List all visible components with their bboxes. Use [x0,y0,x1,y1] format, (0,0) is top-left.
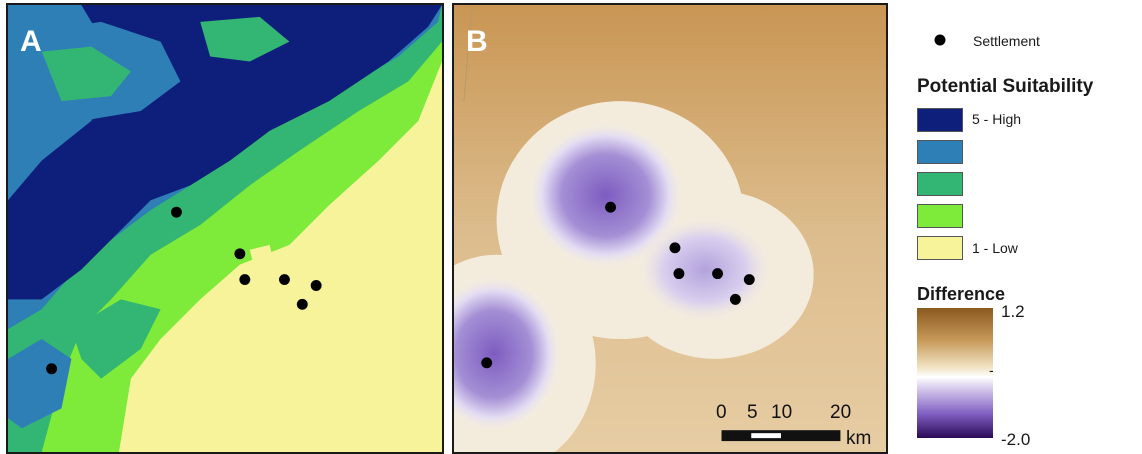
class-5-zone [8,5,442,300]
suitability-swatch-2 [917,204,963,228]
scale-tick-0: 0 [716,402,727,423]
difference-min-label: -2.0 [1001,430,1031,449]
map-a-settlement-3 [239,274,251,285]
map-a-settlement-1 [170,206,182,218]
suitability-swatch-3 [917,172,963,196]
scale-unit: km [846,428,872,449]
difference-map [454,5,886,452]
suitability-label-1: 1 - Low [972,240,1018,256]
suitability-legend-title: Potential Suitability [917,76,1094,97]
class-3-patch [41,46,131,102]
map-b-settlement-3 [673,268,685,280]
settlement-legend-label: Settlement [973,33,1040,49]
difference-max-label: 1.2 [1001,302,1025,321]
scale-tick-20: 20 [830,402,852,423]
panel-label-b: B [466,25,488,58]
class-4-lower-patch [8,339,72,429]
map-a-settlement-2 [234,248,246,260]
purple-zone-upper [526,120,685,270]
suitability-label-5: 5 - High [972,111,1022,127]
map-a-settlement-4 [279,274,290,285]
map-a-settlement-6 [296,298,308,310]
difference-color-ramp [917,308,993,438]
map-b-settlement-7 [481,357,493,369]
map-a-settlement-5 [310,280,322,291]
map-a-settlement-7 [46,363,58,375]
settlement-legend-icon [934,34,946,46]
suitability-swatch-1 [917,236,963,260]
map-b-settlement-6 [729,293,741,305]
map-legend: Settlement Potential Suitability 5 - Hig… [905,0,1142,454]
purple-zone-right [635,215,775,325]
scale-tick-10: 10 [771,402,793,423]
map-b-settlement-2 [669,242,681,254]
class-3-lower [71,299,161,379]
faint-road [463,5,473,102]
difference-mid-tick: - [989,362,994,378]
difference-legend-title: Difference [917,284,1006,304]
map-b-settlement-1 [605,201,616,213]
suitability-swatch-4 [917,140,963,164]
scale-bar [721,430,841,442]
panel-label-a: A [20,25,42,58]
class-1-notch [249,244,275,270]
scale-tick-5: 5 [747,402,758,423]
map-b-settlement-4 [712,268,724,280]
settlement-points-b [481,201,755,369]
suitability-swatch-5 [917,108,963,132]
map-b-settlement-5 [743,274,755,285]
purple-zone-lower [454,274,563,434]
map-panel-a: A [6,3,444,454]
suitability-map [8,5,442,452]
map-panel-b: B [452,3,888,454]
settlement-points-a [46,206,322,375]
class-3-patch-2 [200,16,290,62]
